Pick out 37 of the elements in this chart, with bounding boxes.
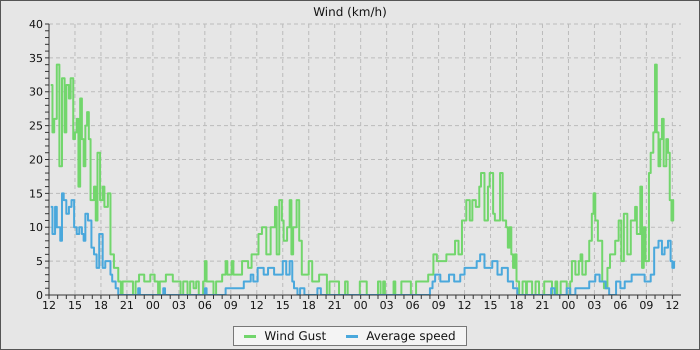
y-tick-label: 40 <box>29 18 43 31</box>
y-tick-label: 20 <box>29 153 43 166</box>
x-tick-label: 12 <box>458 298 472 312</box>
x-tick-label: 15 <box>68 298 82 312</box>
legend-label: Wind Gust <box>264 329 326 343</box>
x-tick-label: 09 <box>432 298 446 312</box>
x-tick-label: 12 <box>250 298 264 312</box>
x-tick-label: 06 <box>613 298 628 312</box>
x-tick-label: 06 <box>198 298 212 312</box>
x-tick-label: 21 <box>535 298 550 312</box>
chart-title: Wind (km/h) <box>312 5 388 19</box>
y-tick-label: 35 <box>29 52 43 65</box>
y-tick-label: 25 <box>29 120 43 133</box>
x-tick-label: 06 <box>406 298 420 312</box>
y-tick-label: 0 <box>36 288 43 302</box>
x-tick-label: 00 <box>354 298 368 312</box>
x-tick-label: 12 <box>42 298 56 312</box>
x-tick-label: 09 <box>639 298 654 312</box>
x-tick-label: 18 <box>302 298 316 312</box>
x-tick-label: 21 <box>120 298 134 312</box>
y-tick-label: 5 <box>36 255 43 268</box>
x-tick-label: 21 <box>328 298 342 312</box>
x-tick-label: 09 <box>224 298 238 312</box>
x-tick-label: 15 <box>276 298 290 312</box>
x-tick-label: 15 <box>484 298 498 312</box>
y-tick-label: 10 <box>29 221 43 234</box>
y-tick-label: 30 <box>29 86 43 99</box>
x-tick-label: 03 <box>380 298 394 312</box>
y-tick-label: 15 <box>29 187 43 200</box>
x-tick-label: 03 <box>587 298 602 312</box>
x-tick-label: 18 <box>94 298 108 312</box>
x-tick-label: 18 <box>510 298 524 312</box>
x-tick-label: 03 <box>172 298 186 312</box>
x-tick-label: 00 <box>561 298 576 312</box>
legend-label: Average speed <box>366 329 456 343</box>
x-tick-label: 12 <box>665 298 680 312</box>
x-tick-label: 00 <box>146 298 160 312</box>
